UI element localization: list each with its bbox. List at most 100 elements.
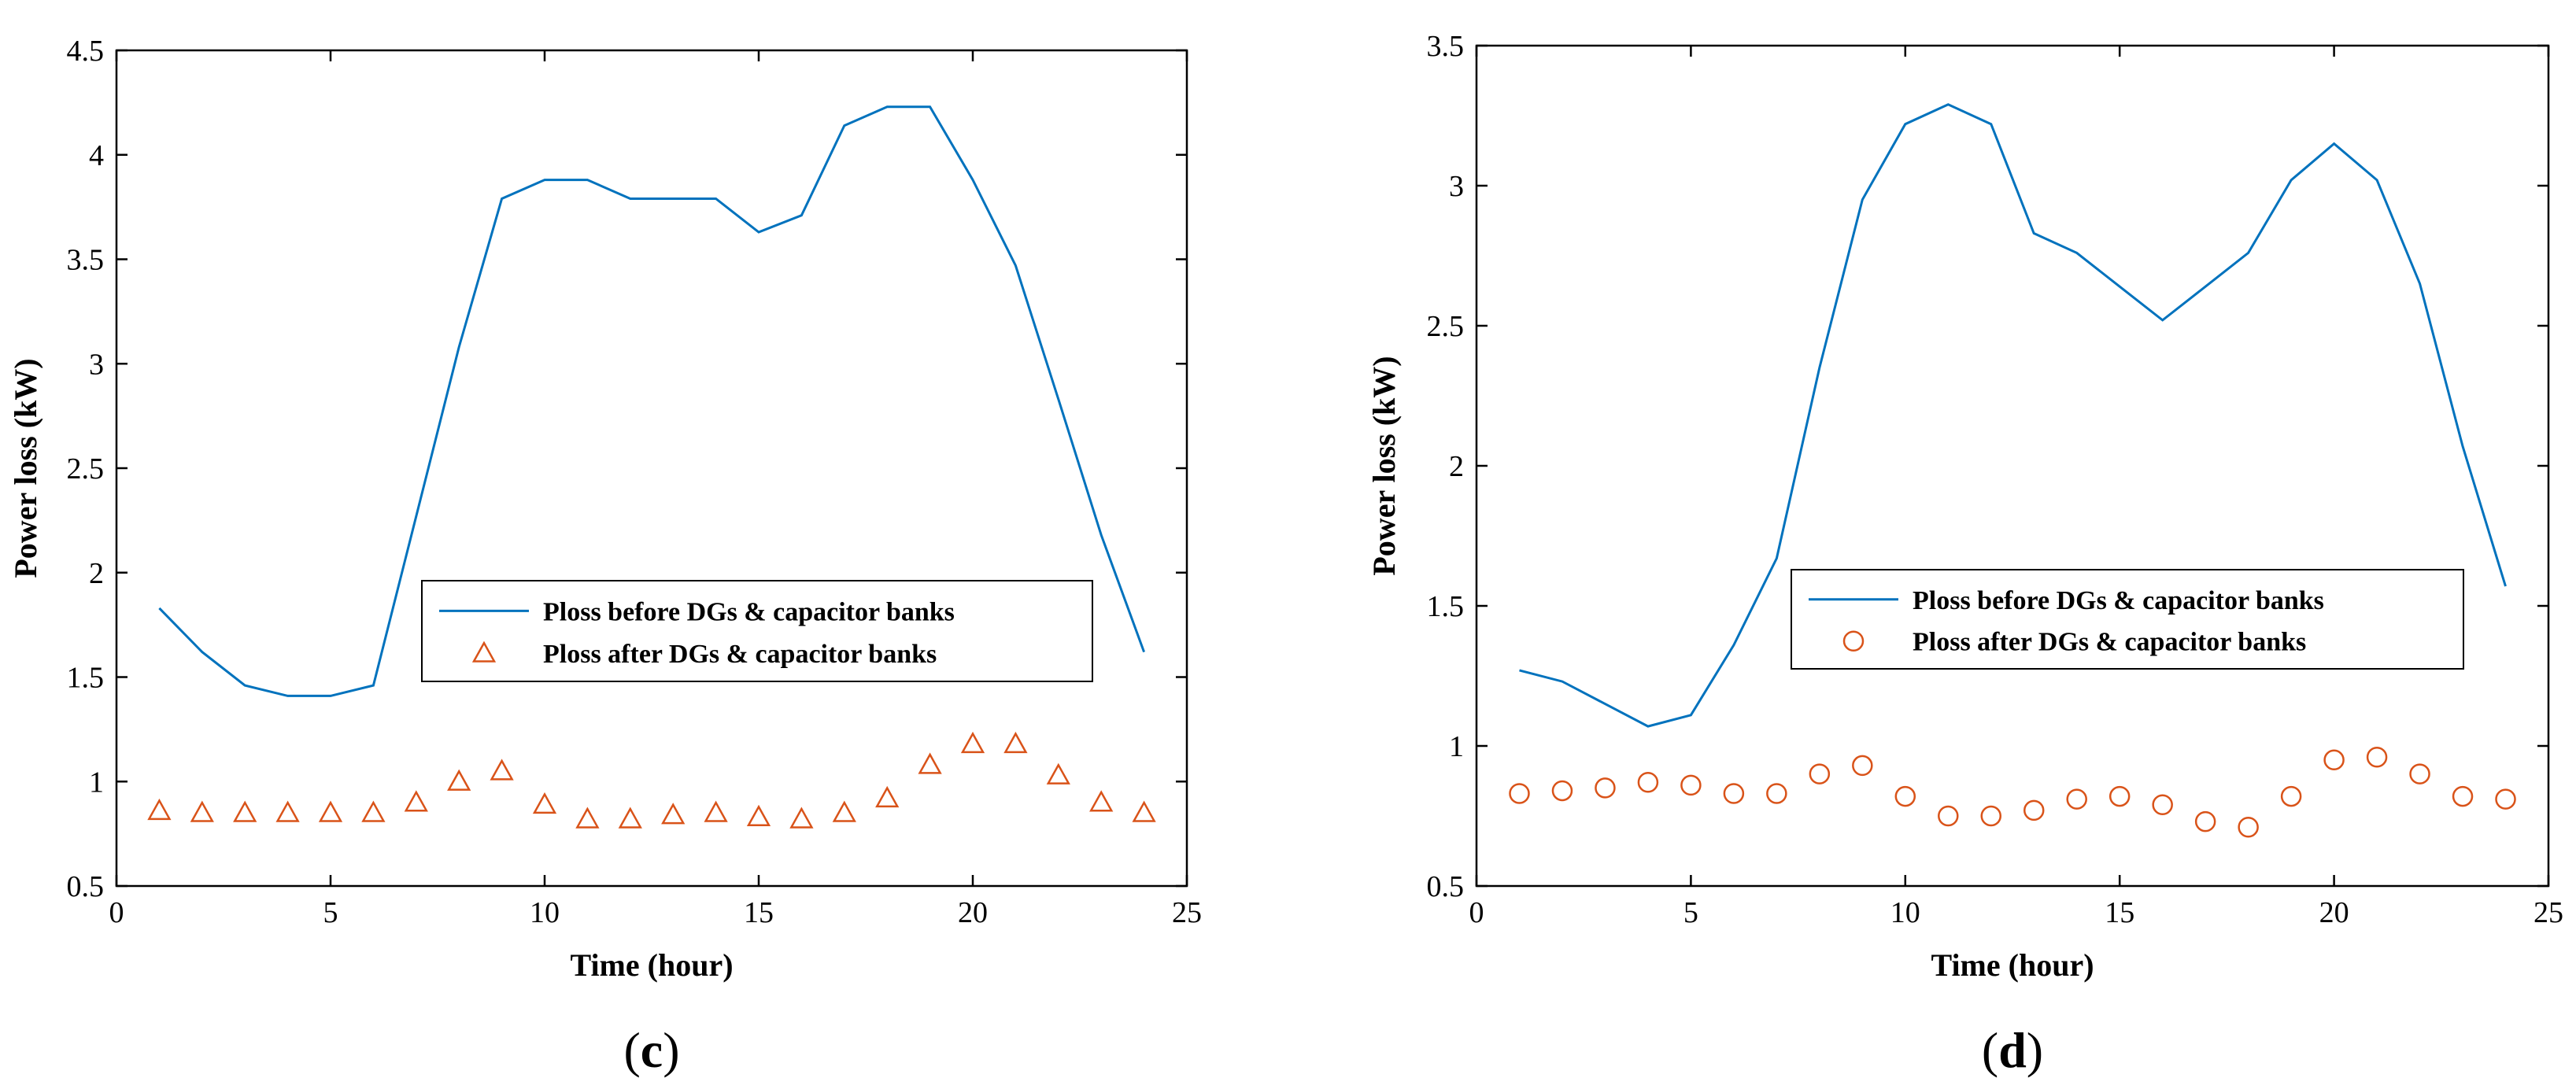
y-tick-label: 2 <box>89 557 104 590</box>
x-tick-label: 10 <box>1890 896 1920 929</box>
data-point-ploss-after <box>2194 810 2216 832</box>
data-point-ploss-after <box>1894 785 1916 807</box>
y-tick-label: 3.5 <box>1427 30 1465 63</box>
axes-frame <box>1475 44 2550 888</box>
legend-label-ploss-before: Ploss before DGs & capacitor banks <box>543 597 955 626</box>
x-tick-label: 20 <box>958 896 988 929</box>
y-tick-label: 1.5 <box>67 662 105 695</box>
y-tick-label: 1 <box>1449 730 1464 763</box>
y-tick-label: 0.5 <box>67 870 105 903</box>
legend-marker-ploss-after <box>471 640 497 663</box>
data-point-ploss-after <box>1938 805 1959 827</box>
y-tick-label: 2.5 <box>67 452 105 485</box>
data-point-ploss-after <box>575 807 600 829</box>
chart-panel-c: Ploss before DGs & capacitor banks Ploss … <box>8 35 1202 1078</box>
series-line-ploss-before <box>1519 103 2507 728</box>
data-point-ploss-after <box>1551 780 1573 802</box>
x-tick-label: 20 <box>2319 896 2349 929</box>
data-point-ploss-after <box>746 804 771 827</box>
data-point-ploss-after <box>275 800 300 822</box>
data-point-ploss-after <box>2280 785 2302 807</box>
x-tick-label: 0 <box>109 896 124 929</box>
panel-label-open: ( <box>1982 1022 1998 1078</box>
data-point-ploss-after <box>447 769 471 791</box>
y-axis-label: Power loss (kW) <box>8 358 43 578</box>
data-point-ploss-after <box>2323 749 2345 771</box>
data-point-ploss-after <box>318 800 343 822</box>
x-tick-label: 25 <box>1172 896 1202 929</box>
data-point-ploss-after <box>532 792 557 814</box>
data-point-ploss-after <box>1766 783 1787 804</box>
x-tick-label: 0 <box>1469 896 1484 929</box>
data-point-ploss-after <box>1637 772 1659 793</box>
legend-label-ploss-after: Ploss after DGs & capacitor banks <box>1913 628 2306 657</box>
data-point-ploss-after <box>147 798 172 821</box>
y-ticks: 0.5 1 1.5 2 2.5 3 3.5 <box>1427 30 2548 903</box>
y-tick-label: 3 <box>1449 170 1464 203</box>
y-tick-label: 0.5 <box>1427 870 1465 903</box>
data-point-ploss-after <box>1852 755 1873 777</box>
y-tick-label: 4 <box>89 139 104 172</box>
data-point-ploss-after <box>2495 788 2516 810</box>
x-axis-label: Time (hour) <box>570 947 733 983</box>
data-point-ploss-after <box>2366 746 2388 768</box>
data-point-ploss-after <box>233 800 257 822</box>
legend-box <box>421 580 1093 682</box>
data-point-ploss-after <box>960 731 985 754</box>
series-layer <box>147 105 1156 829</box>
data-point-ploss-after <box>1809 763 1831 784</box>
panel-label-open: ( <box>623 1022 640 1078</box>
y-tick-label: 1 <box>89 766 104 799</box>
data-point-ploss-after <box>618 807 642 829</box>
axes-frame <box>115 49 1188 888</box>
data-point-ploss-after <box>1595 777 1616 799</box>
chart-panel-d: Ploss before DGs & capacitor banks Ploss … <box>1366 30 2563 1078</box>
x-tick-label: 25 <box>2533 896 2563 929</box>
series-line-ploss-before <box>158 105 1146 697</box>
data-point-ploss-after <box>490 759 514 781</box>
x-tick-label: 5 <box>323 896 338 929</box>
x-axis-label: Time (hour) <box>1931 947 2094 983</box>
x-tick-label: 5 <box>1683 896 1698 929</box>
panel-label: (c) <box>623 1022 679 1078</box>
panel-label-letter: d <box>1998 1022 2027 1078</box>
data-point-ploss-after <box>1046 762 1070 784</box>
y-ticks: 0.5 1 1.5 2 2.5 3 3.5 4 4.5 <box>67 35 1187 903</box>
legend: Ploss before DGs & capacitor banks Ploss … <box>421 580 1093 682</box>
data-point-ploss-after <box>704 800 728 822</box>
panel-label: (d) <box>1982 1022 2043 1078</box>
legend-marker-ploss-after <box>1842 630 1865 652</box>
y-tick-label: 3 <box>89 348 104 381</box>
legend-label-ploss-before: Ploss before DGs & capacitor banks <box>1913 586 2324 615</box>
panel-label-letter: c <box>641 1022 663 1078</box>
legend: Ploss before DGs & capacitor banks Ploss … <box>1791 569 2464 670</box>
data-point-ploss-after <box>1509 783 1530 804</box>
y-tick-label: 3.5 <box>67 244 105 277</box>
x-ticks: 0 5 10 15 20 25 <box>1469 46 2563 929</box>
x-tick-label: 10 <box>530 896 560 929</box>
data-point-ploss-after <box>1723 783 1745 804</box>
y-tick-label: 2 <box>1449 450 1464 483</box>
data-point-ploss-after <box>2409 763 2430 784</box>
data-point-ploss-after <box>2152 794 2173 816</box>
data-point-ploss-after <box>918 752 942 774</box>
data-point-ploss-after <box>2066 788 2087 810</box>
data-point-ploss-after <box>832 800 856 822</box>
data-point-ploss-after <box>2023 799 2045 821</box>
y-tick-label: 2.5 <box>1427 310 1465 343</box>
data-point-ploss-after <box>1003 731 1028 754</box>
legend-label-ploss-after: Ploss after DGs & capacitor banks <box>543 640 937 669</box>
y-tick-label: 1.5 <box>1427 590 1465 623</box>
panel-label-close: ) <box>2027 1022 2043 1078</box>
panel-label-close: ) <box>663 1022 679 1078</box>
data-point-ploss-after <box>661 803 686 825</box>
data-point-ploss-after <box>190 800 214 822</box>
data-point-ploss-after <box>789 807 814 829</box>
x-ticks: 0 5 10 15 20 25 <box>109 50 1202 929</box>
y-tick-label: 4.5 <box>67 35 105 68</box>
x-tick-label: 15 <box>2105 896 2134 929</box>
data-point-ploss-after <box>875 785 900 808</box>
data-point-ploss-after <box>2108 785 2131 807</box>
data-point-ploss-after <box>1980 805 2002 827</box>
